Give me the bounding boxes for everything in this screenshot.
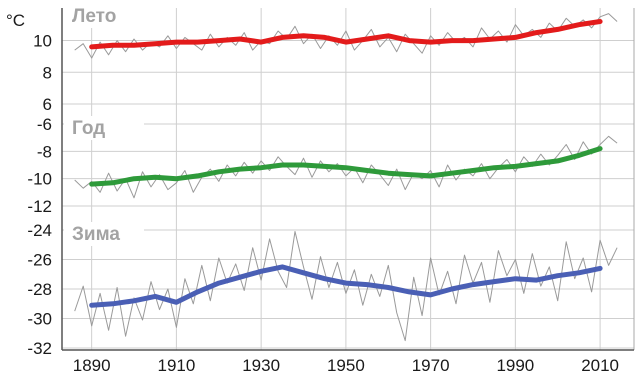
- y-tick-label: -26: [27, 251, 52, 270]
- annual-series-line: [74, 135, 618, 199]
- y-tick-label: -32: [27, 339, 52, 358]
- y-tick-label: -10: [27, 170, 52, 189]
- y-tick-label: -8: [37, 142, 52, 161]
- x-tick-label: 1990: [496, 356, 534, 375]
- x-tick-label: 1930: [242, 356, 280, 375]
- y-tick-label: 8: [43, 63, 52, 82]
- y-tick-label: 6: [43, 95, 52, 114]
- panel-title-backdrop: [64, 116, 144, 140]
- panel-title-backdrop: [64, 222, 144, 246]
- x-tick-label: 1950: [327, 356, 365, 375]
- unit-label: °C: [6, 11, 25, 30]
- x-tick-label: 2010: [581, 356, 619, 375]
- y-tick-label: -12: [27, 197, 52, 216]
- y-tick-label: -28: [27, 280, 52, 299]
- smoothed-series-line: [89, 146, 603, 187]
- panel-title: Лето: [72, 6, 116, 27]
- x-tick-label: 1970: [412, 356, 450, 375]
- y-tick-label: -24: [27, 221, 52, 240]
- panel-title: Зима: [72, 224, 120, 245]
- panel-title: Год: [72, 118, 105, 139]
- y-tick-label: -6: [37, 115, 52, 134]
- smoothed-series-line: [89, 19, 603, 50]
- x-tick-label: 1910: [157, 356, 195, 375]
- smoothed-series-line: [89, 264, 603, 308]
- y-tick-label: 10: [33, 32, 52, 51]
- panel-title-backdrop: [64, 4, 144, 28]
- y-tick-label: -30: [27, 310, 52, 329]
- x-tick-label: 1890: [73, 356, 111, 375]
